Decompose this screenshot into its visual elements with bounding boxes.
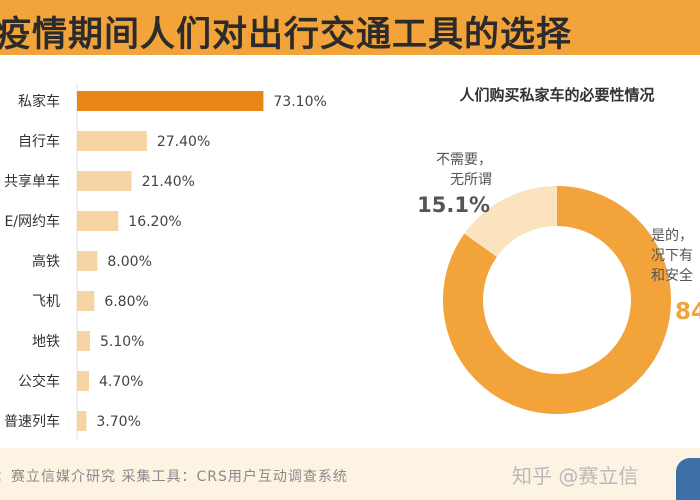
title-bar: 疫情期间人们对出行交通工具的选择: [0, 0, 700, 55]
slice-label: 和安全: [651, 267, 693, 284]
category-label: 私家车: [18, 93, 60, 110]
bar: [77, 371, 89, 391]
donut-title: 人们购买私家车的必要性情况: [459, 86, 654, 104]
page-title: 疫情期间人们对出行交通工具的选择: [0, 15, 573, 55]
slice-value: 15.1%: [417, 193, 490, 217]
footer: ：赛立信媒介研究 采集工具：CRS用户互动调查系统 知乎 @赛立信: [0, 448, 700, 500]
category-label: 共享单车: [4, 173, 60, 190]
footer-watermark: 知乎 @赛立信: [512, 464, 639, 488]
donut-slice: [464, 186, 558, 258]
donut-slice: [443, 186, 671, 414]
footer-logo: [676, 458, 700, 500]
value-label: 73.10%: [273, 94, 326, 110]
category-label: E/网约车: [4, 213, 60, 230]
bar: [77, 251, 98, 271]
value-label: 4.70%: [99, 374, 143, 390]
category-label: 飞机: [32, 294, 60, 310]
value-label: 8.00%: [107, 254, 151, 270]
slice-value: 84: [675, 299, 700, 325]
slice-label: 无所谓: [450, 172, 492, 188]
bar: [77, 131, 147, 151]
chart-canvas: 私家车 73.10% 自行车 27.40% 共享单车 21.40% E/网约车 16.20% 高…: [4, 83, 700, 439]
value-label: 6.80%: [104, 294, 148, 310]
value-label: 5.10%: [100, 334, 144, 350]
value-label: 3.70%: [96, 414, 140, 430]
bar-chart: 私家车 73.10% 自行车 27.40% 共享单车 21.40% E/网约车 16.20% 高…: [4, 83, 327, 439]
value-label: 21.40%: [142, 174, 195, 190]
bar: [77, 291, 95, 311]
footer-source: ：赛立信媒介研究 采集工具：CRS用户互动调查系统: [0, 469, 348, 485]
bar: [77, 91, 264, 111]
slice-label: 况下有: [651, 248, 693, 264]
slice-label: 是的，: [651, 228, 693, 244]
bar: [77, 411, 87, 431]
category-label: 高铁: [32, 253, 60, 270]
value-label: 27.40%: [157, 134, 210, 150]
bar: [77, 171, 132, 191]
category-label: 公交车: [18, 373, 60, 390]
category-label: 地铁: [32, 334, 60, 350]
slice-label: 不需要，: [436, 152, 492, 168]
chart-area: 私家车 73.10% 自行车 27.40% 共享单车 21.40% E/网约车 16.20% 高…: [0, 55, 700, 450]
value-label: 16.20%: [128, 214, 181, 230]
bar: [77, 331, 91, 351]
bar: [77, 211, 119, 231]
category-label: 自行车: [18, 133, 60, 150]
category-label: 普速列车: [4, 413, 60, 430]
